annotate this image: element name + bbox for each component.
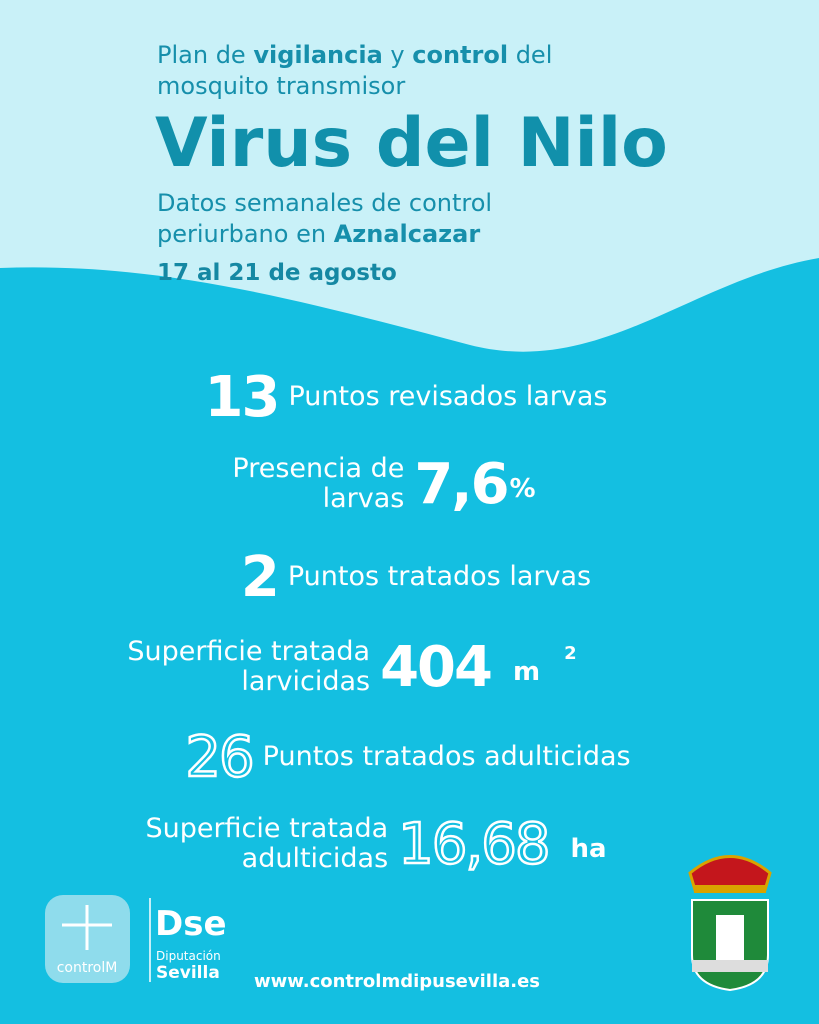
dse-name: Sevilla <box>156 963 220 983</box>
stat-unit: % <box>509 474 536 504</box>
stat-unit: ha <box>570 834 607 864</box>
stat-value: 2 <box>240 544 280 610</box>
intro-text: del <box>508 41 553 69</box>
stat-label-line: Superficie tratada <box>127 636 371 667</box>
subtitle-bold: Aznalcazar <box>333 220 481 248</box>
stat-value: 26 <box>184 723 256 791</box>
stat-label-line: larvicidas <box>241 666 371 697</box>
stat-label: Superficie tratada adulticidas <box>145 814 388 874</box>
intro-bold: vigilancia <box>253 41 383 69</box>
stat-label-line: Puntos tratados larvas <box>287 561 592 592</box>
stat-label-line: larvas <box>322 483 405 514</box>
title: Virus del Nilo <box>155 104 668 183</box>
stat-value: 13 <box>204 364 281 430</box>
stat-value: 404 <box>380 634 493 700</box>
intro-text: Plan de <box>157 41 254 69</box>
stat-label-line: adulticidas <box>241 843 389 874</box>
stat-label: Puntos revisados larvas <box>288 382 607 412</box>
intro: Plan de vigilancia y control del mosquito… <box>157 40 552 102</box>
stat-label-line: Presencia de <box>232 453 405 484</box>
subtitle-text: periurbano en <box>157 220 334 248</box>
stat-unit: m <box>512 657 541 687</box>
dse-sub: Diputación <box>156 949 221 963</box>
subtitle: Datos semanales de control periurbano en … <box>157 188 492 250</box>
stat-row: 13 Puntos revisados larvas <box>56 364 756 430</box>
stat-label: Presencia de larvas <box>232 454 404 514</box>
subtitle-text: Datos semanales de control <box>157 189 493 217</box>
stat-row: 26 Puntos tratados adulticidas <box>58 723 758 791</box>
url: www.controlmdipusevilla.es <box>254 971 541 992</box>
logos: controlM Dse Diputación Sevilla <box>45 895 227 983</box>
stat-value: 16,68 <box>397 810 552 878</box>
coat-of-arms <box>688 855 772 992</box>
intro-text: mosquito transmisor <box>157 72 406 100</box>
stat-unit-sup: 2 <box>564 643 577 664</box>
stat-label-line: Puntos revisados larvas <box>288 381 608 412</box>
stat-label: Puntos tratados larvas <box>288 562 591 592</box>
stat-label: Superficie tratada larvicidas <box>127 637 370 697</box>
stat-row: Superficie tratada adulticidas 16,68 ha <box>26 810 726 878</box>
stat-row: Presencia de larvas 7,6% <box>34 451 734 517</box>
stat-row: Superficie tratada larvicidas 404 m 2 <box>2 634 702 700</box>
intro-text: y <box>382 41 413 69</box>
controlm-text: controlM <box>57 960 118 976</box>
stat-value: 7,6 <box>414 451 509 517</box>
stat-label: Puntos tratados adulticidas <box>263 742 631 772</box>
stat-label-line: Superficie tratada <box>145 813 389 844</box>
intro-bold: control <box>412 41 509 69</box>
stat-row: 2 Puntos tratados larvas <box>66 544 766 610</box>
stat-label-line: Puntos tratados adulticidas <box>262 741 631 772</box>
dse-logo: Dse <box>155 904 227 944</box>
date: 17 al 21 de agosto <box>157 260 397 286</box>
